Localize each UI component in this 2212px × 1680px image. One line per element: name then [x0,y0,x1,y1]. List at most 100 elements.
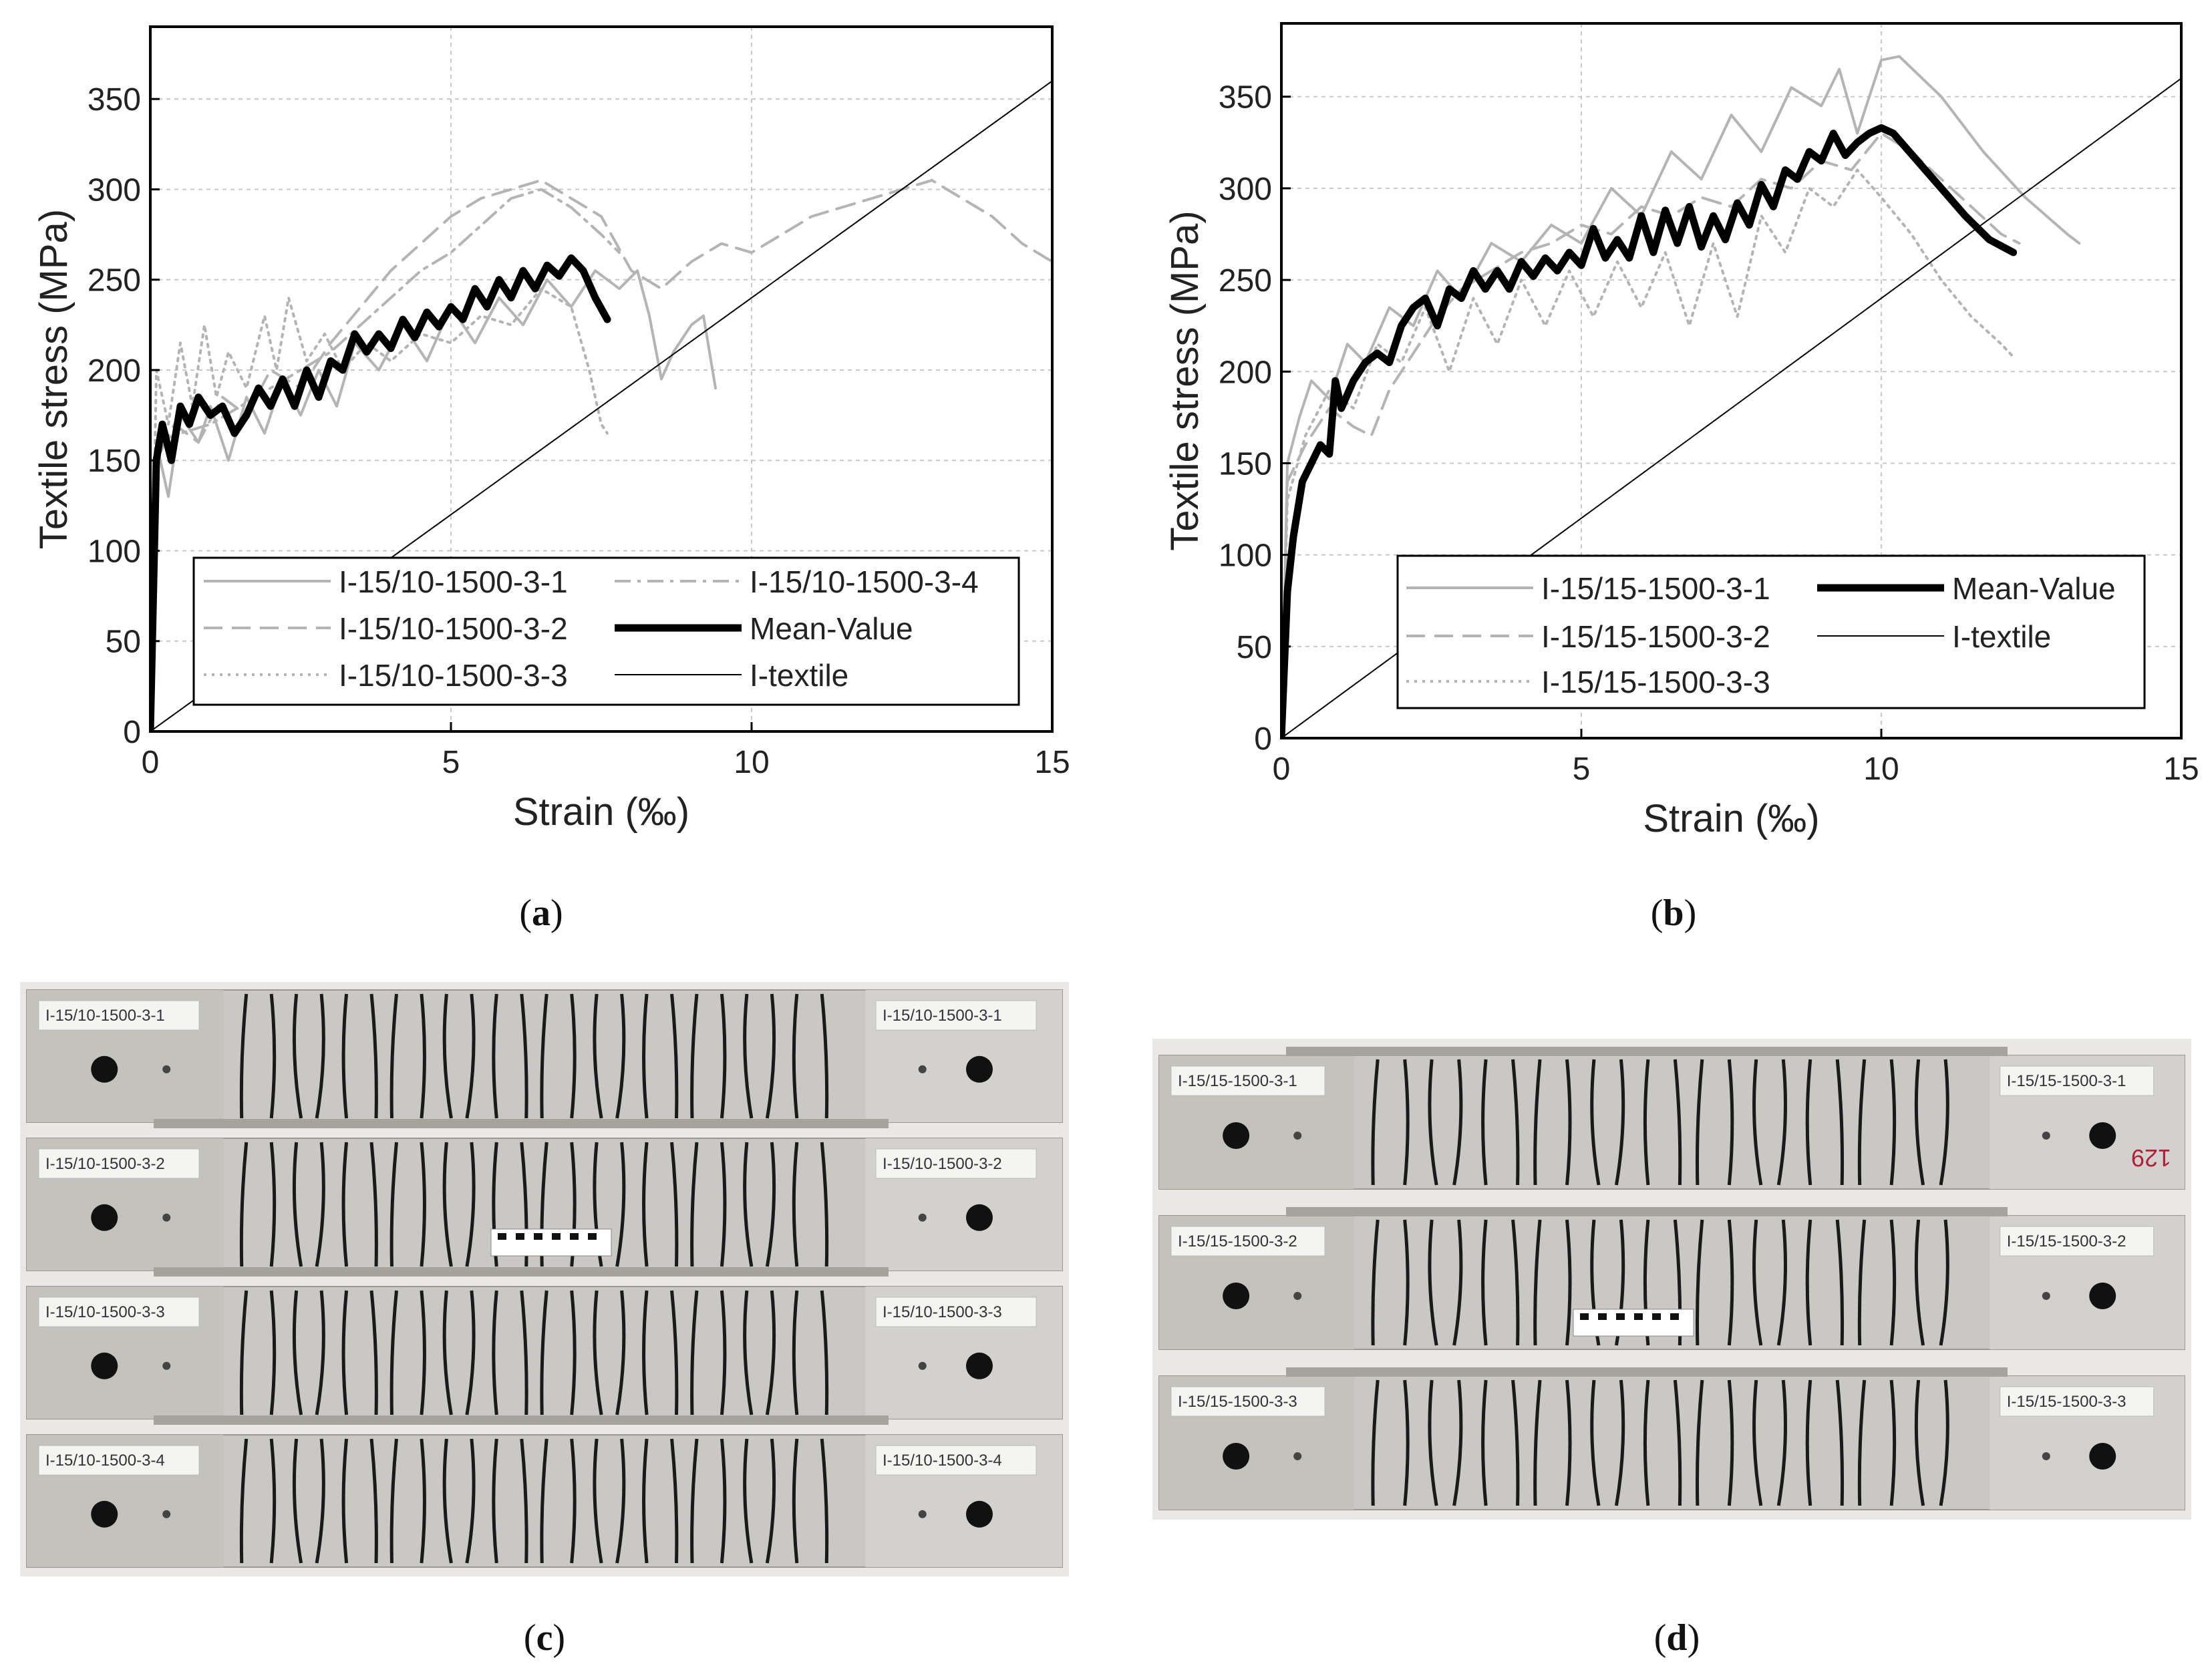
crack [1857,1059,1867,1186]
caption-b-letter: b [1663,892,1684,934]
scale-bar-segment [516,1233,524,1240]
crack [1752,1219,1763,1346]
caption-d: (d) [1653,1617,1700,1659]
crack [1939,1379,1949,1506]
crack [670,993,679,1119]
crack [442,1142,453,1267]
crack [492,993,498,1119]
crack [1776,1379,1787,1506]
scale-bar-segment [588,1233,597,1240]
crack [615,1438,626,1564]
y-axis-label: Textile stress (MPa) [32,209,75,549]
crack [1614,1379,1625,1506]
caption-c-letter: c [536,1617,553,1659]
crack [492,1290,498,1415]
specimen-label: I-15/15-1500-3-2 [1178,1232,1297,1250]
crack [1805,1379,1812,1506]
x-tick-label: 10 [1863,751,1899,787]
crack [1643,1379,1650,1506]
crack [1835,1219,1845,1346]
scale-bar-segment [552,1233,561,1240]
crack [615,1142,626,1267]
crack [690,993,699,1119]
scale-bar-segment [1616,1313,1625,1320]
specimen-hole-small [2042,1452,2050,1460]
crack [465,1290,476,1415]
specimen-hole-small [2042,1132,2050,1140]
crack [465,1142,476,1267]
legend-label: I-15/15-1500-3-1 [1541,571,1770,606]
series-line-2 [1281,132,2021,738]
x-tick-label: 0 [1273,751,1291,787]
crack [690,1142,699,1267]
crack [540,1438,548,1564]
crack [1857,1219,1867,1346]
x-tick-label: 15 [1034,745,1070,780]
crack [1511,1059,1520,1186]
crack [1590,1059,1601,1186]
crack [593,1290,603,1415]
crack [1727,1059,1734,1186]
y-tick-label: 350 [88,82,141,118]
crack [1614,1059,1625,1186]
crack [1939,1219,1949,1346]
series-line-3 [150,287,609,731]
crack [720,1142,727,1267]
crack [1533,1379,1542,1506]
x-axis-label: Strain (‰) [513,790,689,834]
y-tick-label: 300 [1219,172,1272,207]
specimen-label: I-15/15-1500-3-3 [1178,1393,1297,1411]
specimen-hole-small [918,1510,927,1518]
crack [1889,1059,1897,1186]
crack [1428,1379,1438,1506]
x-tick-label: 10 [734,745,769,780]
y-tick-label: 200 [88,353,141,389]
legend: I-15/15-1500-3-1 I-15/15-1500-3-2 I-15/15-… [1396,554,2146,709]
crack [341,1438,349,1564]
crack [540,1290,548,1415]
crack [442,1438,453,1564]
crack [540,993,548,1119]
x-tick-label: 15 [2163,751,2199,787]
crack [1835,1379,1845,1506]
crack [642,1142,649,1267]
y-tick-label: 0 [123,715,141,750]
y-tick-label: 150 [1219,446,1272,482]
specimen-hole [1223,1443,1250,1470]
caption-a: (a) [519,892,563,934]
crack [1805,1219,1812,1346]
crack [765,993,776,1119]
y-tick-label: 50 [106,625,141,660]
crack [389,993,398,1119]
crack [1371,1379,1380,1506]
crack [1590,1379,1601,1506]
specimen-hole [966,1352,993,1379]
specimen-label-card [2000,1065,2155,1096]
scale-bar-segment [1670,1313,1679,1320]
specimen: I-15/10-1500-3-1 I-15/10-1500-3-1 [26,989,1063,1123]
crack [1776,1219,1787,1346]
crack [1727,1379,1734,1506]
crack [670,1438,679,1564]
crack [670,1142,679,1267]
specimen-hole-small [1293,1132,1302,1140]
crack [389,1438,398,1564]
plot-frame [149,25,1054,733]
crack [239,993,249,1119]
specimen-hole-small [918,1065,927,1073]
specimen-hole [1223,1122,1250,1149]
crack [1939,1059,1949,1186]
crack [642,1438,649,1564]
specimen: I-15/15-1500-3-3 I-15/15-1500-3-3 [1158,1375,2185,1510]
crack [369,1290,378,1415]
crack [1752,1059,1763,1186]
crack [1403,1219,1410,1346]
x-tick-label: 5 [442,745,460,780]
legend-label: I-15/10-1500-3-1 [339,564,568,599]
crack [765,1142,776,1267]
specimen-label: I-15/10-1500-3-3 [45,1303,165,1321]
legend-box [1396,554,2146,709]
crack [442,993,453,1119]
scale-bar-segment [1652,1313,1661,1320]
